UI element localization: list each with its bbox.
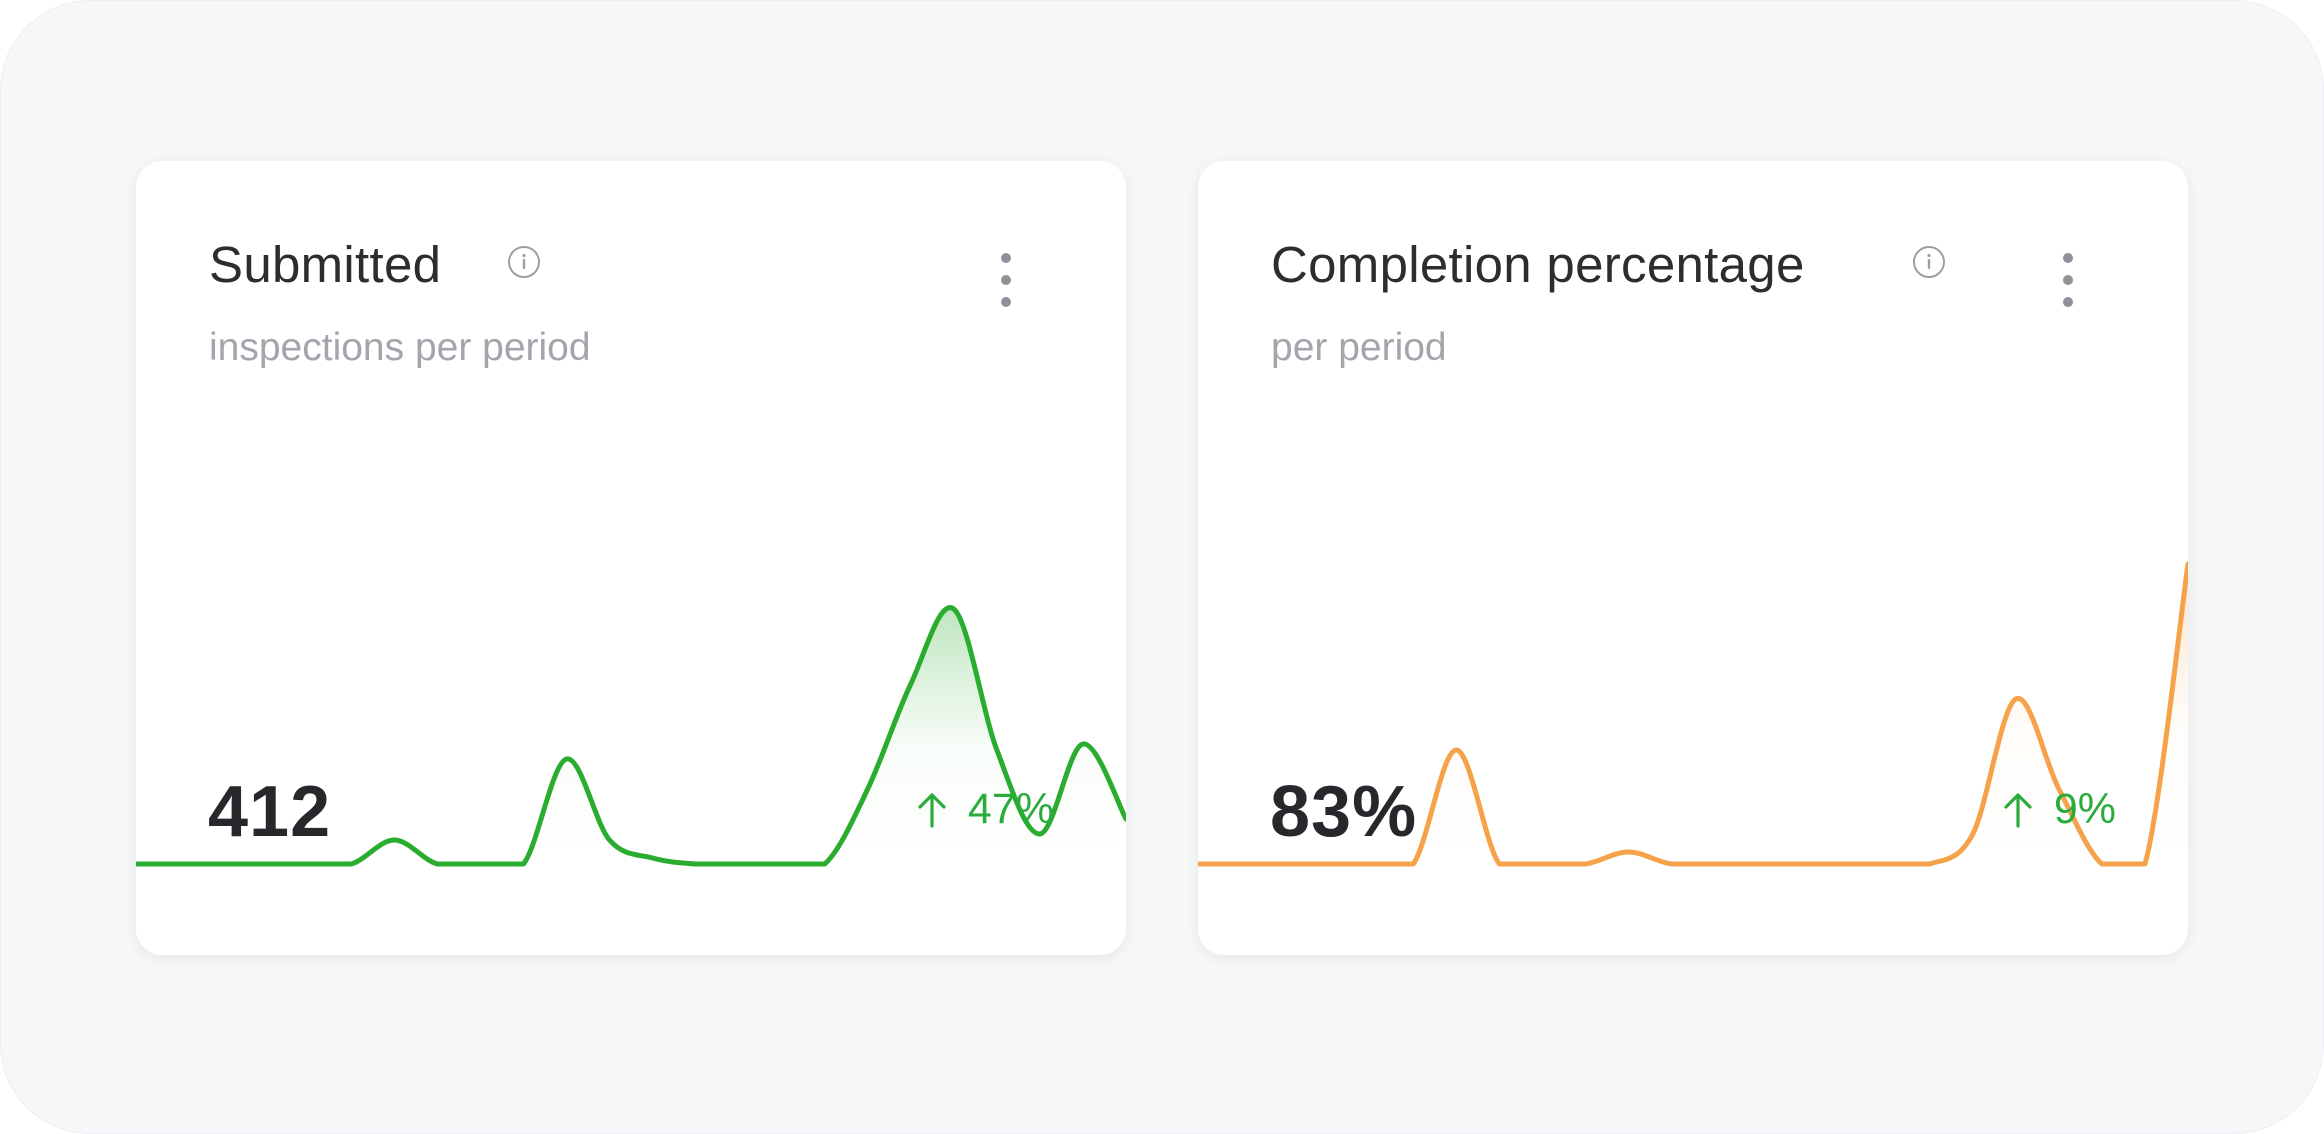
delta-badge: 9% — [2000, 785, 2116, 834]
card-title: Completion percentage — [1271, 236, 1805, 293]
sparkline-chart — [1198, 561, 2188, 867]
delta-value: 9% — [2053, 785, 2116, 833]
info-circle-icon[interactable] — [1912, 245, 1946, 279]
card-title: Submitted — [209, 236, 442, 293]
sparkline-area — [136, 607, 1126, 864]
arrow-up-icon — [2004, 792, 2032, 828]
sparkline-chart — [136, 605, 1126, 867]
delta-value: 47% — [967, 785, 1054, 833]
arrow-up-icon — [918, 792, 946, 828]
metric-value: 83% — [1270, 772, 1418, 852]
delta-badge: 47% — [914, 785, 1054, 834]
metric-card-submitted: Submitted inspections per period 412 — [136, 161, 1126, 955]
sparkline-line — [1198, 561, 2188, 867]
card-subtitle: inspections per period — [209, 326, 591, 369]
kebab-menu-icon[interactable] — [986, 253, 1026, 323]
sparkline-area — [1198, 564, 2188, 864]
kebab-menu-icon[interactable] — [2048, 253, 2088, 323]
metric-card-completion: Completion percentage per period 83% — [1198, 161, 2188, 955]
card-subtitle: per period — [1271, 326, 1447, 369]
sparkline-line — [136, 605, 1126, 867]
metric-value: 412 — [208, 772, 332, 852]
info-circle-icon[interactable] — [507, 245, 541, 279]
